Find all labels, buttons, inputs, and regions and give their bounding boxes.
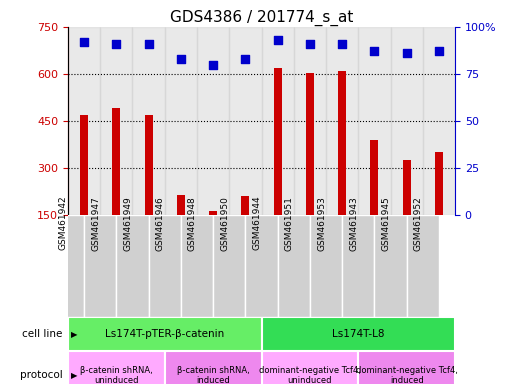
Text: β-catenin shRNA,
induced: β-catenin shRNA, induced bbox=[177, 366, 249, 384]
Bar bbox=[229, 27, 262, 215]
Bar bbox=[112, 108, 120, 215]
Text: ▶: ▶ bbox=[71, 329, 77, 339]
Bar bbox=[100, 27, 132, 215]
Title: GDS4386 / 201774_s_at: GDS4386 / 201774_s_at bbox=[170, 9, 353, 25]
FancyBboxPatch shape bbox=[149, 215, 181, 317]
Text: GSM461942: GSM461942 bbox=[59, 196, 68, 250]
Text: dominant-negative Tcf4,
induced: dominant-negative Tcf4, induced bbox=[356, 366, 458, 384]
Bar bbox=[358, 27, 391, 215]
Bar bbox=[326, 27, 358, 215]
Bar bbox=[403, 160, 411, 215]
FancyBboxPatch shape bbox=[181, 215, 213, 317]
Text: GSM461953: GSM461953 bbox=[317, 196, 326, 251]
Bar bbox=[423, 27, 455, 215]
Bar bbox=[197, 27, 229, 215]
Point bbox=[209, 61, 218, 68]
FancyBboxPatch shape bbox=[310, 215, 342, 317]
FancyBboxPatch shape bbox=[52, 215, 84, 317]
Text: dominant-negative Tcf4,
uninduced: dominant-negative Tcf4, uninduced bbox=[259, 366, 361, 384]
Bar bbox=[144, 115, 153, 215]
Point bbox=[370, 48, 379, 55]
Point bbox=[274, 37, 282, 43]
Point bbox=[338, 41, 346, 47]
FancyBboxPatch shape bbox=[245, 215, 278, 317]
Text: GSM461948: GSM461948 bbox=[188, 196, 197, 250]
Bar bbox=[132, 27, 165, 215]
Bar bbox=[68, 27, 100, 215]
FancyBboxPatch shape bbox=[358, 351, 455, 384]
Text: GSM461945: GSM461945 bbox=[381, 196, 391, 250]
Text: GSM461950: GSM461950 bbox=[220, 196, 229, 251]
FancyBboxPatch shape bbox=[342, 215, 374, 317]
Bar bbox=[80, 115, 88, 215]
Text: GSM461947: GSM461947 bbox=[91, 196, 100, 250]
Point bbox=[435, 48, 443, 55]
FancyBboxPatch shape bbox=[278, 215, 310, 317]
Point bbox=[177, 56, 185, 62]
Point bbox=[112, 41, 120, 47]
Point bbox=[144, 41, 153, 47]
Text: GSM461943: GSM461943 bbox=[349, 196, 358, 250]
FancyBboxPatch shape bbox=[407, 215, 439, 317]
Bar bbox=[370, 141, 379, 215]
Text: GSM461951: GSM461951 bbox=[285, 196, 294, 251]
Point bbox=[241, 56, 249, 62]
FancyBboxPatch shape bbox=[84, 215, 116, 317]
Bar bbox=[209, 211, 217, 215]
FancyBboxPatch shape bbox=[262, 317, 455, 351]
FancyBboxPatch shape bbox=[374, 215, 407, 317]
FancyBboxPatch shape bbox=[68, 351, 165, 384]
Text: ▶: ▶ bbox=[71, 371, 77, 380]
Point bbox=[80, 39, 88, 45]
Bar bbox=[262, 27, 294, 215]
Bar bbox=[241, 195, 249, 215]
Text: protocol: protocol bbox=[20, 370, 63, 381]
FancyBboxPatch shape bbox=[116, 215, 149, 317]
Text: cell line: cell line bbox=[22, 329, 63, 339]
Text: GSM461944: GSM461944 bbox=[253, 196, 262, 250]
Text: GSM461946: GSM461946 bbox=[156, 196, 165, 250]
Point bbox=[403, 50, 411, 56]
FancyBboxPatch shape bbox=[213, 215, 245, 317]
Point bbox=[305, 41, 314, 47]
Bar bbox=[274, 68, 282, 215]
Text: Ls174T-L8: Ls174T-L8 bbox=[332, 329, 384, 339]
Bar bbox=[306, 73, 314, 215]
Bar bbox=[177, 195, 185, 215]
Text: GSM461952: GSM461952 bbox=[414, 196, 423, 250]
Text: Ls174T-pTER-β-catenin: Ls174T-pTER-β-catenin bbox=[105, 329, 224, 339]
Bar bbox=[338, 71, 346, 215]
Bar bbox=[165, 27, 197, 215]
FancyBboxPatch shape bbox=[68, 317, 262, 351]
Bar bbox=[391, 27, 423, 215]
Text: β-catenin shRNA,
uninduced: β-catenin shRNA, uninduced bbox=[80, 366, 153, 384]
FancyBboxPatch shape bbox=[262, 351, 358, 384]
Bar bbox=[294, 27, 326, 215]
Text: GSM461949: GSM461949 bbox=[123, 196, 132, 250]
Bar bbox=[435, 152, 443, 215]
FancyBboxPatch shape bbox=[165, 351, 262, 384]
